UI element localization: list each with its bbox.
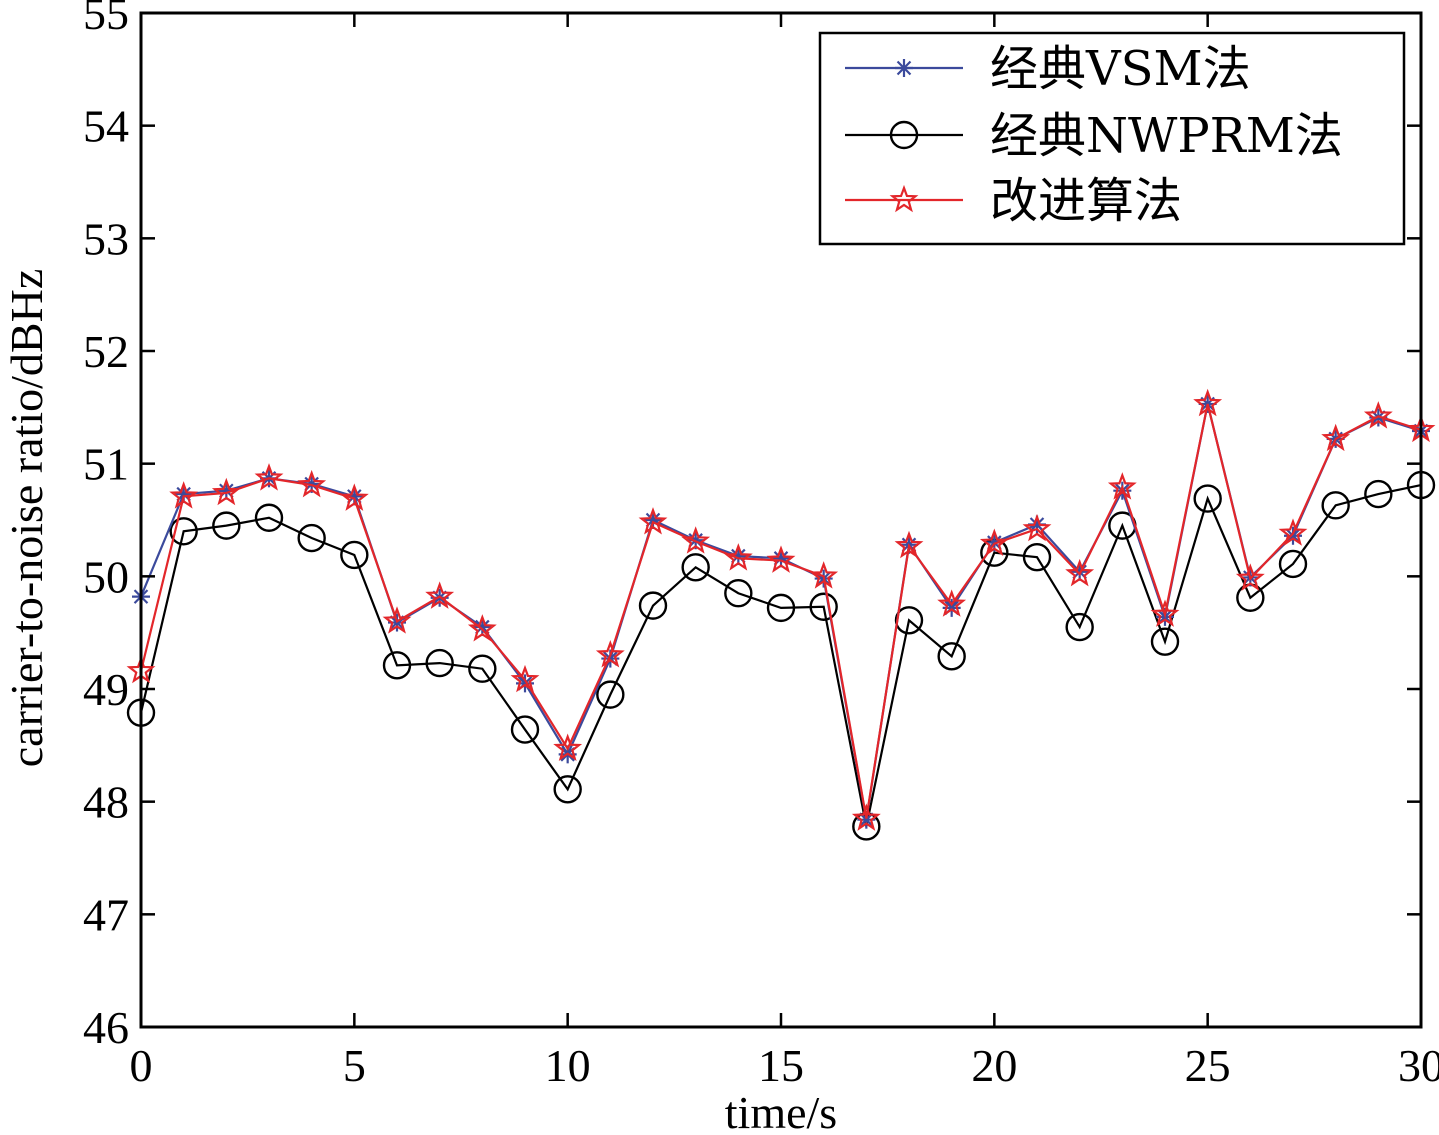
data-point: [851, 803, 881, 831]
data-point: [510, 664, 540, 693]
data-point: [169, 517, 198, 546]
data-point: [894, 606, 924, 635]
data-point: [1278, 549, 1308, 579]
data-point: [1107, 472, 1137, 500]
data-point: [254, 463, 284, 491]
legend-marker: [895, 59, 913, 77]
plot-area: [126, 388, 1436, 841]
y-tick-label: 50: [83, 551, 129, 602]
data-point: [809, 561, 839, 589]
data-point: [638, 507, 668, 535]
legend-entry-2: 改进算法: [845, 173, 1182, 229]
data-point: [809, 592, 838, 621]
data-point: [724, 579, 753, 608]
data-point: [1193, 388, 1223, 417]
x-tick-label: 25: [1185, 1040, 1231, 1091]
data-point: [553, 775, 582, 804]
series-line: [139, 403, 1422, 819]
x-tick-label: 5: [343, 1040, 366, 1091]
data-point: [596, 680, 625, 709]
y-tick-label: 47: [83, 889, 129, 940]
data-point: [339, 483, 369, 511]
data-point: [211, 477, 241, 506]
data-point: [553, 733, 583, 761]
data-point: [766, 545, 796, 573]
data-point: [382, 606, 412, 634]
data-point: [425, 648, 454, 678]
data-point: [681, 526, 711, 554]
data-point: [1193, 484, 1222, 513]
legend-marker: [889, 120, 919, 150]
legend-entry-1: 经典NWPRM法: [845, 108, 1343, 164]
x-axis-label: time/s: [725, 1087, 837, 1135]
x-tick-label: 0: [130, 1040, 153, 1091]
legend-marker: [889, 184, 919, 213]
data-point: [1235, 563, 1265, 591]
y-tick-label: 48: [83, 777, 129, 828]
y-tick-label: 46: [83, 1002, 129, 1053]
data-point: [1364, 479, 1393, 509]
data-point: [1321, 491, 1350, 520]
data-point: [937, 589, 967, 617]
data-point: [1278, 518, 1308, 546]
x-tick-label: 10: [545, 1040, 591, 1091]
y-axis-label: carrier-to-noise ratio/dBHz: [1, 269, 52, 767]
data-point: [979, 528, 1009, 556]
data-point: [212, 511, 241, 540]
data-point: [1150, 627, 1180, 656]
data-point: [468, 654, 497, 683]
y-tick-label: 49: [83, 664, 129, 715]
data-point: [467, 614, 497, 642]
data-point: [1022, 542, 1052, 572]
data-point: [382, 651, 412, 680]
y-tick-label: 52: [83, 326, 129, 377]
y-tick-label: 51: [83, 439, 129, 490]
data-point: [1022, 513, 1052, 542]
series-line: [139, 483, 1422, 827]
y-tick-label: 54: [83, 101, 129, 152]
data-point: [1321, 423, 1351, 452]
series-2: [126, 388, 1436, 831]
data-point: [937, 642, 966, 671]
data-point: [1363, 401, 1393, 429]
data-point: [1065, 612, 1094, 642]
legend-label: 经典NWPRM法: [990, 108, 1343, 164]
x-tick-label: 20: [971, 1040, 1017, 1091]
data-point: [894, 530, 924, 559]
data-point: [169, 481, 199, 509]
legend-label: 改进算法: [990, 173, 1182, 229]
data-point: [254, 503, 284, 532]
data-point: [1150, 599, 1180, 627]
data-point: [595, 640, 625, 668]
data-point: [723, 543, 753, 571]
data-point: [425, 581, 455, 609]
axes: 0 5 10 15 20 25 30 46 47 48 49 50 51 52 53 54 55: [83, 0, 1439, 1091]
y-tick-label: 53: [83, 213, 129, 264]
y-tick-label: 55: [83, 0, 129, 39]
data-point: [340, 540, 369, 570]
data-point: [766, 593, 796, 623]
legend-label: 经典VSM法: [990, 41, 1251, 97]
x-tick-label: 30: [1398, 1040, 1439, 1091]
data-point: [297, 469, 327, 498]
legend-entry-0: 经典VSM法: [845, 41, 1251, 97]
data-point: [681, 553, 710, 582]
x-tick-label: 15: [758, 1040, 804, 1091]
data-point: [510, 715, 540, 744]
data-point: [1065, 558, 1095, 587]
data-point: [638, 591, 668, 620]
data-point: [297, 523, 326, 553]
